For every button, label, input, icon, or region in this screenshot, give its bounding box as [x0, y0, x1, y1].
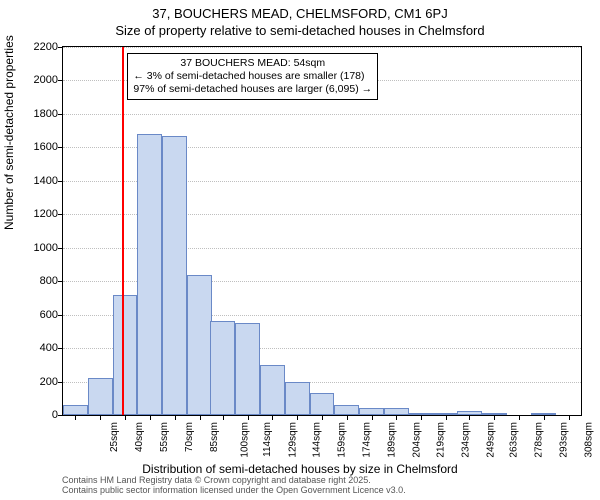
xtick-label: 204sqm [411, 422, 422, 458]
annotation-box: 37 BOUCHERS MEAD: 54sqm← 3% of semi-deta… [127, 53, 378, 100]
annotation-line: ← 3% of semi-detached houses are smaller… [133, 70, 372, 83]
footer-line2: Contains public sector information licen… [62, 486, 406, 496]
histogram-bar [384, 408, 409, 415]
ytick-mark [58, 114, 63, 115]
xtick-label: 293sqm [559, 422, 570, 458]
gridline [63, 47, 581, 48]
histogram-bar [113, 295, 138, 415]
histogram-bar [285, 382, 310, 415]
xtick-mark [125, 415, 126, 420]
annotation-line: 37 BOUCHERS MEAD: 54sqm [133, 57, 372, 70]
ytick-label: 2200 [22, 41, 58, 53]
xtick-label: 219sqm [436, 422, 447, 458]
ytick-label: 200 [22, 376, 58, 388]
ytick-mark [58, 382, 63, 383]
xtick-label: 40sqm [134, 422, 145, 452]
xtick-label: 278sqm [534, 422, 545, 458]
xtick-mark [297, 415, 298, 420]
ytick-label: 1000 [22, 242, 58, 254]
xtick-label: 308sqm [583, 422, 594, 458]
xtick-label: 174sqm [362, 422, 373, 458]
xtick-mark [322, 415, 323, 420]
x-axis-label: Distribution of semi-detached houses by … [0, 462, 600, 476]
xtick-mark [421, 415, 422, 420]
xtick-mark [396, 415, 397, 420]
histogram-bar [63, 405, 88, 415]
histogram-bar [260, 365, 285, 415]
ytick-label: 1200 [22, 208, 58, 220]
ytick-mark [58, 248, 63, 249]
ytick-mark [58, 315, 63, 316]
xtick-mark [469, 415, 470, 420]
ytick-mark [58, 181, 63, 182]
chart-title-line1: 37, BOUCHERS MEAD, CHELMSFORD, CM1 6PJ [0, 6, 600, 21]
xtick-label: 85sqm [209, 422, 220, 452]
plot-area: 37 BOUCHERS MEAD: 54sqm← 3% of semi-deta… [62, 46, 582, 416]
ytick-label: 1800 [22, 108, 58, 120]
xtick-label: 55sqm [159, 422, 170, 452]
chart-title-line2: Size of property relative to semi-detach… [0, 23, 600, 38]
histogram-bar [310, 393, 335, 415]
ytick-mark [58, 348, 63, 349]
xtick-mark [150, 415, 151, 420]
xtick-label: 189sqm [386, 422, 397, 458]
ytick-label: 1600 [22, 141, 58, 153]
property-marker-line [122, 47, 124, 415]
xtick-mark [372, 415, 373, 420]
xtick-label: 159sqm [337, 422, 348, 458]
ytick-label: 600 [22, 309, 58, 321]
ytick-mark [58, 147, 63, 148]
xtick-label: 114sqm [262, 422, 273, 457]
ytick-mark [58, 281, 63, 282]
annotation-line: 97% of semi-detached houses are larger (… [133, 83, 372, 96]
histogram-bar [210, 321, 235, 415]
ytick-mark [58, 415, 63, 416]
histogram-bar [162, 136, 187, 415]
ytick-mark [58, 80, 63, 81]
xtick-mark [544, 415, 545, 420]
attribution-footer: Contains HM Land Registry data © Crown c… [62, 476, 406, 496]
ytick-label: 0 [22, 409, 58, 421]
y-axis-label: Number of semi-detached properties [2, 35, 16, 230]
gridline [63, 114, 581, 115]
ytick-label: 800 [22, 275, 58, 287]
xtick-mark [248, 415, 249, 420]
ytick-label: 2000 [22, 74, 58, 86]
xtick-mark [347, 415, 348, 420]
xtick-label: 234sqm [461, 422, 472, 458]
histogram-bar [334, 405, 359, 415]
xtick-mark [175, 415, 176, 420]
xtick-mark [519, 415, 520, 420]
xtick-label: 144sqm [312, 422, 323, 458]
xtick-label: 249sqm [486, 422, 497, 458]
xtick-mark [494, 415, 495, 420]
xtick-label: 25sqm [109, 422, 120, 452]
xtick-label: 263sqm [509, 422, 520, 458]
xtick-label: 100sqm [239, 422, 250, 458]
histogram-bar [359, 408, 384, 415]
ytick-mark [58, 47, 63, 48]
xtick-mark [75, 415, 76, 420]
xtick-mark [100, 415, 101, 420]
xtick-mark [223, 415, 224, 420]
chart-container: 37, BOUCHERS MEAD, CHELMSFORD, CM1 6PJ S… [0, 0, 600, 500]
xtick-label: 70sqm [184, 422, 195, 452]
xtick-mark [569, 415, 570, 420]
xtick-mark [272, 415, 273, 420]
xtick-mark [200, 415, 201, 420]
ytick-label: 400 [22, 342, 58, 354]
histogram-bar [235, 323, 260, 415]
histogram-bar [88, 378, 113, 415]
ytick-label: 1400 [22, 175, 58, 187]
xtick-label: 129sqm [287, 422, 298, 458]
ytick-mark [58, 214, 63, 215]
xtick-mark [446, 415, 447, 420]
histogram-bar [187, 275, 212, 416]
histogram-bar [137, 134, 162, 415]
